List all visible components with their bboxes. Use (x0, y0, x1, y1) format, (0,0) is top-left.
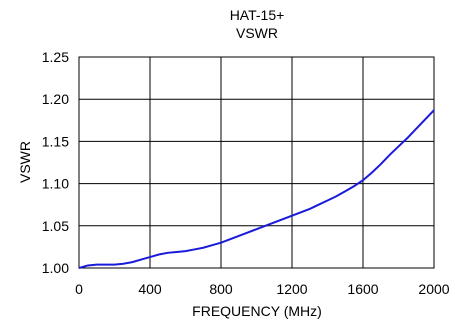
y-tick-label: 1.10 (42, 176, 69, 192)
y-tick-label: 1.20 (42, 91, 69, 107)
x-tick-label: 400 (138, 281, 162, 297)
x-axis-ticks: 0 400 800 1200 1600 2000 (75, 281, 450, 297)
plot-area (79, 57, 434, 268)
x-tick-label: 800 (209, 281, 233, 297)
x-tick-label: 1200 (276, 281, 307, 297)
y-tick-label: 1.00 (42, 260, 69, 276)
y-tick-label: 1.25 (42, 49, 69, 65)
vswr-series-line (78, 109, 435, 269)
plot-border (78, 56, 435, 269)
x-tick-label: 0 (75, 281, 83, 297)
chart-subtitle: VSWR (236, 25, 278, 41)
y-axis-ticks: 1.00 1.05 1.10 1.15 1.20 1.25 (42, 49, 69, 276)
y-axis-label: VSWR (17, 141, 33, 183)
chart-title: HAT-15+ (230, 7, 285, 23)
y-tick-label: 1.05 (42, 218, 69, 234)
x-tick-label: 1600 (347, 281, 378, 297)
y-tick-label: 1.15 (42, 133, 69, 149)
x-axis-label: FREQUENCY (MHz) (192, 303, 322, 319)
x-tick-label: 2000 (418, 281, 449, 297)
